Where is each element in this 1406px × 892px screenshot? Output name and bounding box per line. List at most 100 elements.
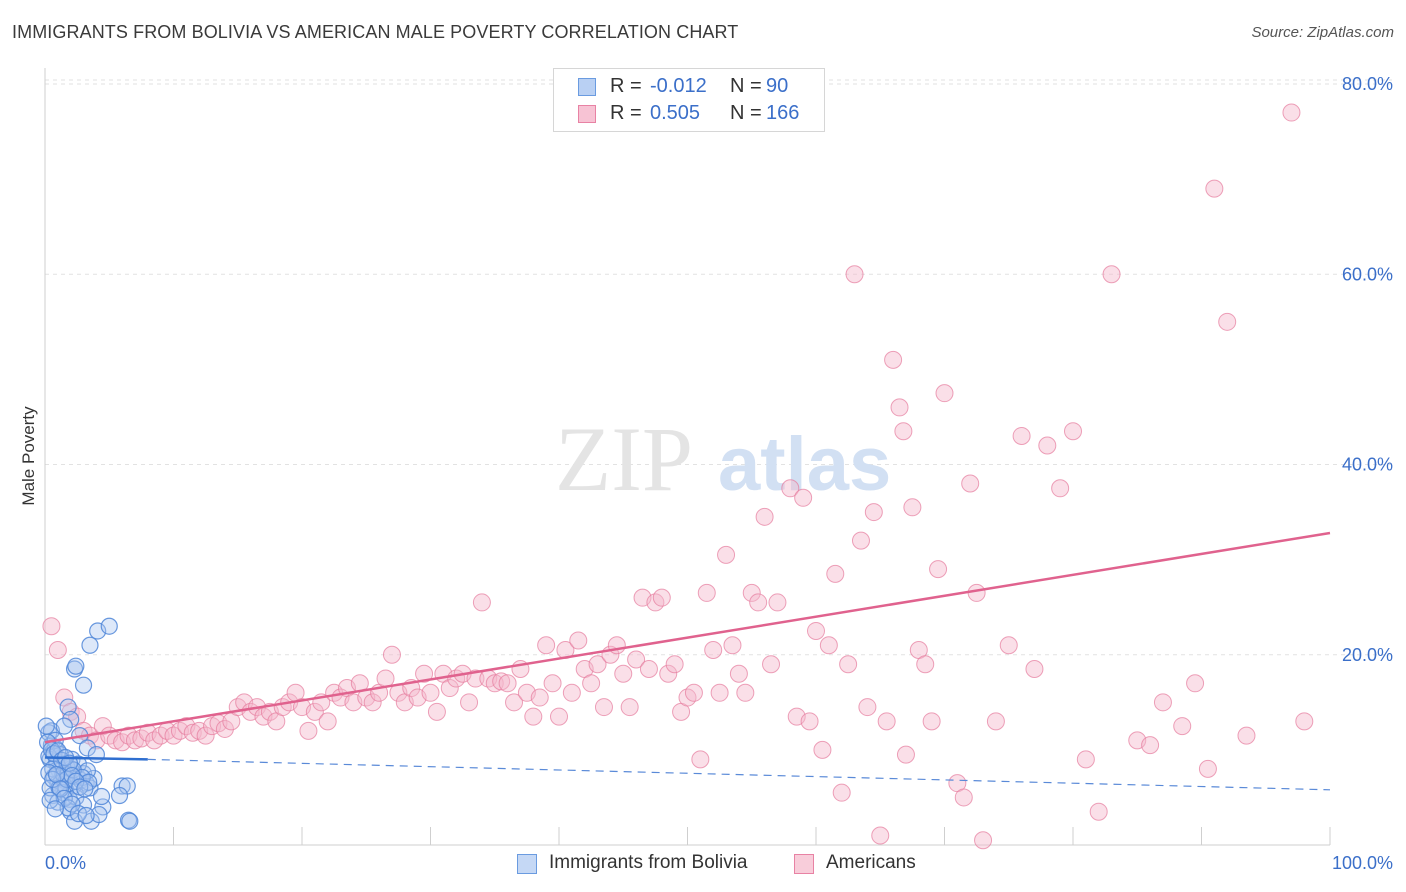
data-point-americans	[1051, 479, 1070, 498]
x-tick-label: 0.0%	[45, 853, 86, 873]
data-point-americans	[305, 702, 324, 721]
legend-swatch-americans	[794, 854, 814, 874]
data-point-americans	[781, 479, 800, 498]
data-point-americans	[826, 564, 845, 583]
data-point-americans	[93, 717, 112, 736]
data-point-americans	[678, 688, 697, 707]
data-point-americans	[1218, 312, 1237, 331]
data-point-americans	[562, 683, 581, 702]
y-tick-label: 60.0%	[1342, 264, 1393, 284]
data-point-americans	[864, 503, 883, 522]
data-point-americans	[415, 664, 434, 683]
data-point-americans	[729, 664, 748, 683]
data-point-americans	[922, 712, 941, 731]
data-point-americans	[890, 398, 909, 417]
data-point-americans	[884, 350, 903, 369]
data-point-americans	[164, 726, 183, 745]
data-point-americans	[639, 660, 658, 679]
data-point-americans	[1153, 693, 1172, 712]
data-point-americans	[1025, 660, 1044, 679]
data-point-americans	[723, 636, 742, 655]
data-point-americans	[492, 672, 511, 691]
data-point-americans	[659, 664, 678, 683]
y-axis-label: Male Poverty	[19, 406, 38, 506]
data-point-americans	[594, 698, 613, 717]
data-point-americans	[813, 740, 832, 759]
data-point-americans	[858, 698, 877, 717]
y-tick-label: 80.0%	[1342, 74, 1393, 94]
data-point-americans	[537, 636, 556, 655]
data-point-americans	[974, 831, 993, 850]
data-point-americans	[807, 621, 825, 640]
data-point-americans	[627, 650, 646, 669]
data-point-americans	[954, 788, 973, 807]
data-point-americans	[839, 655, 858, 674]
data-point-americans	[543, 674, 562, 693]
data-point-americans	[1141, 736, 1160, 755]
data-point-bolivia	[51, 780, 70, 798]
data-point-americans	[903, 498, 922, 517]
data-point-americans	[691, 750, 710, 769]
data-point-bolivia	[67, 657, 85, 675]
data-point-americans	[1205, 179, 1224, 198]
legend-swatch-bolivia	[578, 78, 596, 96]
data-point-americans	[684, 683, 703, 702]
data-point-americans	[299, 721, 318, 740]
data-point-americans	[427, 702, 446, 721]
data-point-bolivia	[76, 780, 94, 798]
data-point-bolivia	[65, 660, 84, 678]
watermark-atlas: atlas	[718, 422, 891, 507]
data-point-americans	[710, 683, 729, 702]
series-bolivia	[37, 617, 139, 830]
data-point-americans	[382, 645, 401, 664]
data-point-americans	[800, 712, 819, 731]
trendlines	[44, 531, 1331, 791]
x-tick-label: 100.0%	[1332, 853, 1393, 873]
data-point-americans	[832, 783, 851, 802]
data-point-americans	[819, 636, 838, 655]
trendline-americans	[44, 531, 1331, 744]
data-point-bolivia	[119, 811, 138, 829]
data-point-bolivia	[47, 766, 66, 784]
data-point-americans	[472, 593, 491, 612]
data-point-americans	[569, 631, 588, 650]
trendline-bolivia	[44, 756, 148, 761]
data-point-americans	[376, 669, 395, 688]
chart-title: IMMIGRANTS FROM BOLIVIA VS AMERICAN MALE…	[12, 22, 739, 42]
data-point-americans	[916, 655, 935, 674]
data-point-americans	[614, 664, 633, 683]
data-point-americans	[620, 698, 639, 717]
data-point-americans	[1295, 712, 1314, 731]
data-point-americans	[550, 707, 568, 726]
data-point-americans	[1237, 726, 1256, 745]
y-tick-label: 20.0%	[1342, 645, 1393, 665]
data-point-americans	[215, 719, 234, 738]
data-point-bolivia	[81, 636, 99, 654]
data-point-americans	[524, 707, 543, 726]
data-point-americans	[1012, 426, 1031, 445]
data-point-americans	[48, 640, 67, 659]
watermark-zip: ZIP	[555, 408, 693, 510]
data-point-americans	[652, 588, 671, 607]
data-point-americans	[505, 693, 524, 712]
data-point-americans	[1038, 436, 1057, 455]
y-tick-label: 40.0%	[1342, 455, 1393, 475]
trendline-bolivia-extension	[147, 758, 1331, 791]
data-point-bolivia	[78, 739, 97, 757]
data-point-bolivia	[87, 746, 106, 764]
data-point-americans	[1076, 750, 1095, 769]
data-point-americans	[755, 507, 774, 526]
data-point-americans	[935, 384, 954, 403]
data-point-americans	[894, 422, 913, 441]
watermark: ZIP atlas	[555, 408, 891, 510]
data-point-americans	[697, 583, 716, 602]
gridlines	[45, 79, 1392, 656]
legend-r-value: 0.505	[650, 102, 701, 124]
data-point-americans	[646, 593, 665, 612]
data-point-americans	[485, 674, 504, 693]
data-point-americans	[999, 636, 1018, 655]
data-point-americans	[717, 545, 736, 564]
data-point-americans	[845, 265, 864, 284]
data-point-bolivia	[92, 787, 111, 806]
